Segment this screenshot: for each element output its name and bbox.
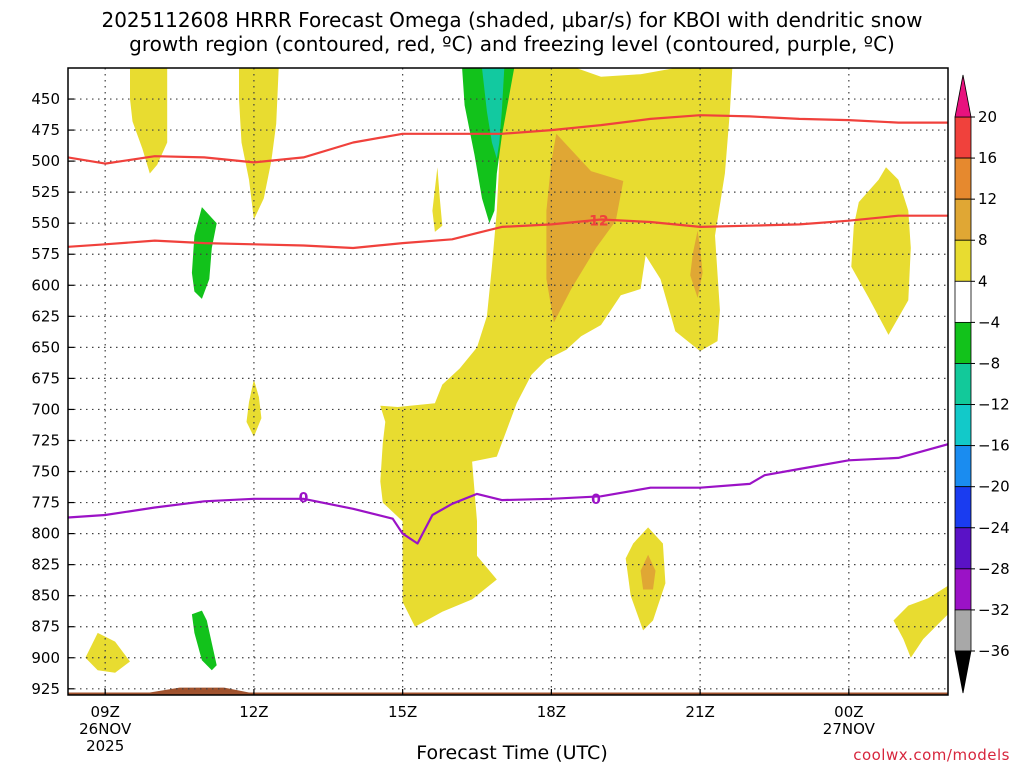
colorbar-bin-3	[954, 239, 972, 282]
plot-grid-layer	[68, 68, 948, 695]
colorbar: 20 16 12 8 4 −4 −8 −12 −16 −20 −24 −28 −32 −36	[954, 74, 1010, 694]
y-tick-label-700: 700	[31, 400, 60, 418]
colorbar-label-8: −16	[978, 437, 1010, 455]
y-tick-label-750: 750	[31, 463, 60, 481]
freezing-level-line	[68, 443, 948, 545]
freezing-level-label-1: 0	[591, 492, 601, 508]
x-tick-label-15Z: 15Z	[388, 703, 417, 721]
colorbar-label-13: −36	[978, 642, 1010, 660]
x-tick-date-00Z: 27NOV	[823, 720, 876, 738]
colorbar-label-5: −4	[978, 313, 1000, 331]
colorbar-bin-10	[954, 527, 972, 570]
y-tick-label-925: 925	[31, 680, 60, 698]
plot-contour-layer: -12 0 0	[68, 114, 948, 545]
colorbar-bin-8	[954, 445, 972, 488]
y-tick-label-625: 625	[31, 307, 60, 325]
x-tick-label-09Z: 09Z	[90, 703, 119, 721]
omega-neg4-8-green-11z-low	[191, 610, 217, 671]
terrain-strip	[68, 692, 948, 695]
colorbar-bin-7	[954, 404, 972, 447]
colorbar-bottom-arrow	[954, 650, 972, 694]
source-credit: coolwx.com/models	[853, 746, 1010, 764]
omega-neg4-8-green-11z	[191, 207, 217, 299]
y-tick-label-550: 550	[31, 214, 60, 232]
colorbar-label-7: −12	[978, 396, 1010, 414]
dgz-bottom-label-0: -12	[583, 214, 608, 230]
colorbar-bin-6	[954, 363, 972, 405]
y-axis: 450 475 500 525 550 575 600 625 650 675 700 725 750 7…	[31, 90, 74, 698]
y-tick-label-450: 450	[31, 90, 60, 108]
y-tick-label-600: 600	[31, 276, 60, 294]
x-tick-label-00Z: 00Z	[834, 703, 863, 721]
y-tick-label-525: 525	[31, 183, 60, 201]
omega-8-12-core	[546, 133, 624, 323]
omega-4-8-900-09z	[85, 632, 130, 673]
colorbar-bin-4	[954, 280, 972, 323]
omega-8-12-20z	[640, 554, 656, 590]
colorbar-label-2: 12	[978, 190, 997, 208]
x-tick-date-09Z: 26NOV	[79, 720, 132, 738]
y-tick-label-675: 675	[31, 369, 60, 387]
colorbar-top-arrow	[954, 74, 972, 118]
y-tick-label-650: 650	[31, 338, 60, 356]
colorbar-label-0: 20	[978, 108, 997, 126]
plot-shading-layer	[68, 68, 948, 695]
y-tick-label-800: 800	[31, 525, 60, 543]
colorbar-label-12: −32	[978, 601, 1010, 619]
omega-4-8-main	[380, 68, 733, 627]
colorbar-bin-5	[954, 321, 972, 364]
y-tick-label-850: 850	[31, 587, 60, 605]
omega-8-12-21z	[690, 230, 703, 298]
freezing-level-label-0: 0	[299, 491, 309, 507]
colorbar-label-11: −28	[978, 560, 1010, 578]
dgz-bottom-line	[68, 214, 948, 250]
omega-neg8-12-teal-top	[482, 68, 505, 159]
x-tick-label-21Z: 21Z	[685, 703, 714, 721]
colorbar-label-1: 16	[978, 149, 997, 167]
y-tick-label-775: 775	[31, 494, 60, 512]
colorbar-bin-9	[954, 486, 972, 529]
y-tick-label-475: 475	[31, 121, 60, 139]
colorbar-label-9: −20	[978, 478, 1010, 496]
chart-title-line2: growth region (contoured, red, ºC) and f…	[129, 32, 895, 56]
omega-4-8-right	[851, 167, 911, 335]
colorbar-label-3: 8	[978, 231, 988, 249]
colorbar-bin-0	[954, 116, 972, 159]
dgz-top-line	[68, 114, 948, 165]
x-tick-label-18Z: 18Z	[537, 703, 566, 721]
x-tick-label-12Z: 12Z	[239, 703, 268, 721]
x-tick-year-09Z: 2025	[86, 737, 124, 755]
y-tick-label-725: 725	[31, 431, 60, 449]
y-tick-label-500: 500	[31, 152, 60, 170]
colorbar-label-6: −8	[978, 354, 1000, 372]
omega-4-8-700-12z	[246, 379, 262, 437]
colorbar-bin-2	[954, 198, 972, 241]
y-tick-label-900: 900	[31, 649, 60, 667]
plot-frame	[67, 67, 949, 696]
omega-4-8-col-10z	[130, 68, 168, 174]
colorbar-bin-11	[954, 568, 972, 611]
y-tick-label-575: 575	[31, 245, 60, 263]
omega-4-8-875-03z	[893, 585, 948, 658]
omega-4-8-sliver-15z	[432, 167, 443, 232]
y-tick-label-875: 875	[31, 618, 60, 636]
colorbar-label-10: −24	[978, 519, 1010, 537]
x-axis-title: Forecast Time (UTC)	[416, 742, 608, 764]
omega-4-8-col-13z	[239, 68, 279, 220]
colorbar-label-4: 4	[978, 272, 988, 290]
colorbar-bin-12	[954, 609, 972, 652]
y-tick-label-825: 825	[31, 556, 60, 574]
chart-title-line1: 2025112608 HRRR Forecast Omega (shaded, …	[101, 8, 923, 32]
colorbar-bin-1	[954, 157, 972, 200]
